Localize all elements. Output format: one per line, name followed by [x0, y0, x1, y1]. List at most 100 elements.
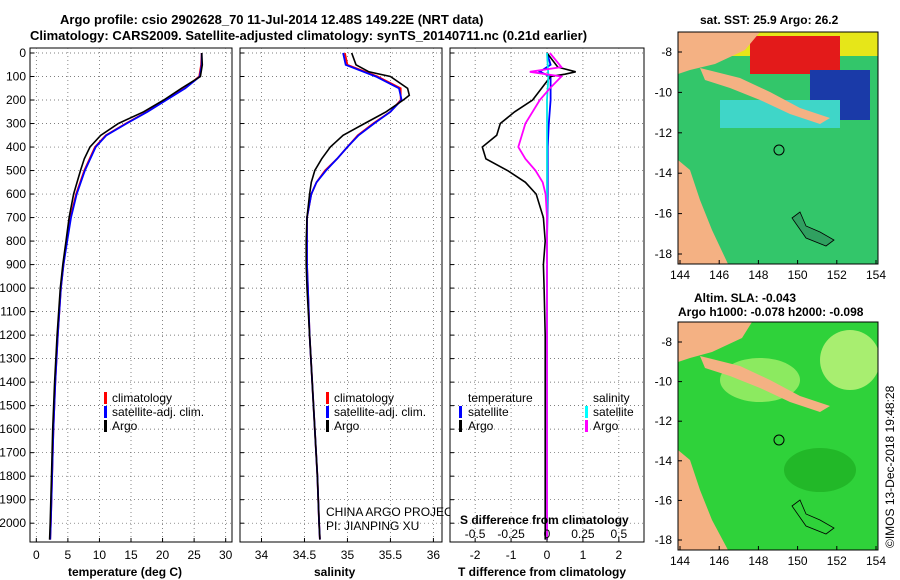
temperature-lines — [48, 52, 204, 540]
diff-series-s-argo — [517, 52, 564, 540]
sla-map-frame — [677, 321, 879, 551]
imos-credit: ©IMOS 13-Dec-2018 19:48:28 — [883, 385, 897, 548]
diff-legend-s-argo: Argo — [593, 419, 619, 433]
diff-legend-swatch-s-satellite — [585, 406, 588, 418]
depth-tick-label: 1900 — [0, 493, 26, 507]
figure-title-line2: Climatology: CARS2009. Satellite-adjuste… — [30, 28, 587, 43]
salinity-panel-frame — [239, 47, 443, 543]
sst-map-frame — [677, 31, 879, 265]
map-lat-label: -16 — [655, 493, 673, 507]
salinity-legend: climatology satellite-adj. clim. Argo — [326, 391, 426, 433]
x-tick-label: 5 — [65, 548, 72, 562]
s-tick-label: -0.5 — [465, 527, 486, 541]
map-lat-label: -16 — [655, 207, 673, 221]
map-lat-label: -12 — [655, 414, 673, 428]
map-lon-label: 154 — [866, 554, 886, 568]
sla-land-peninsula — [700, 356, 830, 412]
sal-series-argo — [305, 52, 411, 540]
depth-tick-label: 400 — [6, 140, 26, 154]
map-lat-label: -14 — [655, 454, 673, 468]
depth-tick-label: 1800 — [0, 469, 26, 483]
sla-argo-location — [773, 434, 785, 446]
diff-legend-swatch-t-argo — [459, 420, 462, 432]
depth-tick-label: 600 — [6, 187, 26, 201]
diff-legend-s-title: salinity — [593, 391, 630, 405]
depth-tick-label: 1700 — [0, 446, 26, 460]
map-lon-label: 152 — [827, 268, 847, 282]
x-tick-label: -2 — [470, 548, 481, 562]
sst-land-png — [678, 32, 760, 74]
legend-argo: Argo — [112, 419, 138, 433]
x-tick-label: 36 — [427, 548, 441, 562]
salinity-grid — [240, 48, 442, 542]
x-tick-label: -1 — [506, 548, 517, 562]
depth-tick-label: 1300 — [0, 352, 26, 366]
depth-tick-label: 1400 — [0, 375, 26, 389]
legend-swatch-argo — [104, 420, 107, 432]
sla-reef-islands — [791, 499, 835, 535]
salinity-difference-x-ticks: -0.5 -0.25 0 0.25 0.5 — [465, 527, 628, 541]
pi-credit: PI: JIANPING XU — [326, 519, 419, 533]
map-lon-label: 144 — [670, 554, 690, 568]
diff-legend-t-title: temperature — [468, 391, 533, 405]
difference-x-ticks: -2 -1 0 1 2 — [470, 538, 623, 562]
x-tick-label: 34 — [255, 548, 269, 562]
map-lon-label: 148 — [748, 268, 768, 282]
map-lat-label: -14 — [655, 166, 673, 180]
sal-legend-swatch-argo — [326, 420, 329, 432]
sal-legend-satellite-adj: satellite-adj. clim. — [334, 405, 426, 419]
legend-climatology: climatology — [112, 391, 172, 405]
sst-land-australia — [678, 160, 728, 264]
x-tick-label: 10 — [93, 548, 107, 562]
salinity-lines — [305, 52, 411, 540]
diff-legend-t-satellite: satellite — [468, 405, 509, 419]
depth-tick-label: 1500 — [0, 399, 26, 413]
x-tick-label: 0 — [544, 548, 551, 562]
legend-satellite-adj: satellite-adj. clim. — [112, 405, 204, 419]
map-lat-label: -18 — [655, 533, 673, 547]
map-lat-label: -8 — [661, 45, 672, 59]
salinity-x-ticks: 34 34.5 35 35.5 36 — [255, 538, 441, 562]
sla-land-australia — [678, 450, 728, 550]
s-tick-label: -0.25 — [497, 527, 525, 541]
x-tick-label: 15 — [124, 548, 138, 562]
map-lon-label: 150 — [788, 554, 808, 568]
legend-swatch-satellite-adj — [104, 406, 107, 418]
sst-land-peninsula — [700, 68, 830, 124]
sst-argo-location — [773, 144, 785, 156]
x-tick-label: 30 — [219, 548, 233, 562]
map-lon-label: 146 — [709, 554, 729, 568]
depth-tick-label: 1000 — [0, 281, 26, 295]
temp-series-argo — [48, 52, 204, 540]
salinity-panel: 34 34.5 35 35.5 36 salinity climatology sate… — [239, 47, 461, 579]
x-tick-label: 2 — [616, 548, 623, 562]
temperature-legend: climatology satellite-adj. clim. Argo — [104, 391, 204, 433]
difference-panel: -2 -1 0 1 2 -0.5 -0.25 0 0.25 0.5 S difference f… — [449, 47, 645, 579]
temperature-x-label: temperature (deg C) — [68, 565, 182, 579]
s-difference-label: S difference from climatology — [460, 513, 629, 527]
sst-hot-patch — [750, 36, 840, 74]
depth-tick-label: 500 — [6, 164, 26, 178]
diff-legend-t-argo: Argo — [468, 419, 494, 433]
diff-legend-swatch-t-satellite — [459, 406, 462, 418]
x-tick-label: 0 — [33, 548, 40, 562]
s-tick-label: 0.5 — [611, 527, 628, 541]
x-tick-label: 35.5 — [379, 548, 403, 562]
sst-reef-islands — [791, 211, 835, 247]
depth-tick-label: 200 — [6, 93, 26, 107]
difference-legend: temperature satellite Argo salinity sate… — [459, 391, 634, 433]
depth-tick-label: 700 — [6, 211, 26, 225]
legend-swatch-climatology — [104, 392, 107, 404]
t-difference-label: T difference from climatology — [458, 565, 626, 579]
map-lat-label: -10 — [655, 85, 673, 99]
sla-map-ticks: -8 -10 -12 -14 -16 -18 144 146 148 150 152 154 — [655, 335, 887, 568]
difference-lines — [481, 52, 576, 540]
sla-map-title-line1: Altim. SLA: -0.043 — [694, 291, 796, 305]
depth-tick-label: 2000 — [0, 516, 26, 530]
sla-low-patch — [784, 448, 856, 492]
sst-map-title: sat. SST: 25.9 Argo: 26.2 — [700, 13, 839, 27]
depth-tick-label: 900 — [6, 258, 26, 272]
depth-tick-label: 1600 — [0, 422, 26, 436]
x-tick-label: 35 — [341, 548, 355, 562]
map-lon-label: 150 — [788, 268, 808, 282]
